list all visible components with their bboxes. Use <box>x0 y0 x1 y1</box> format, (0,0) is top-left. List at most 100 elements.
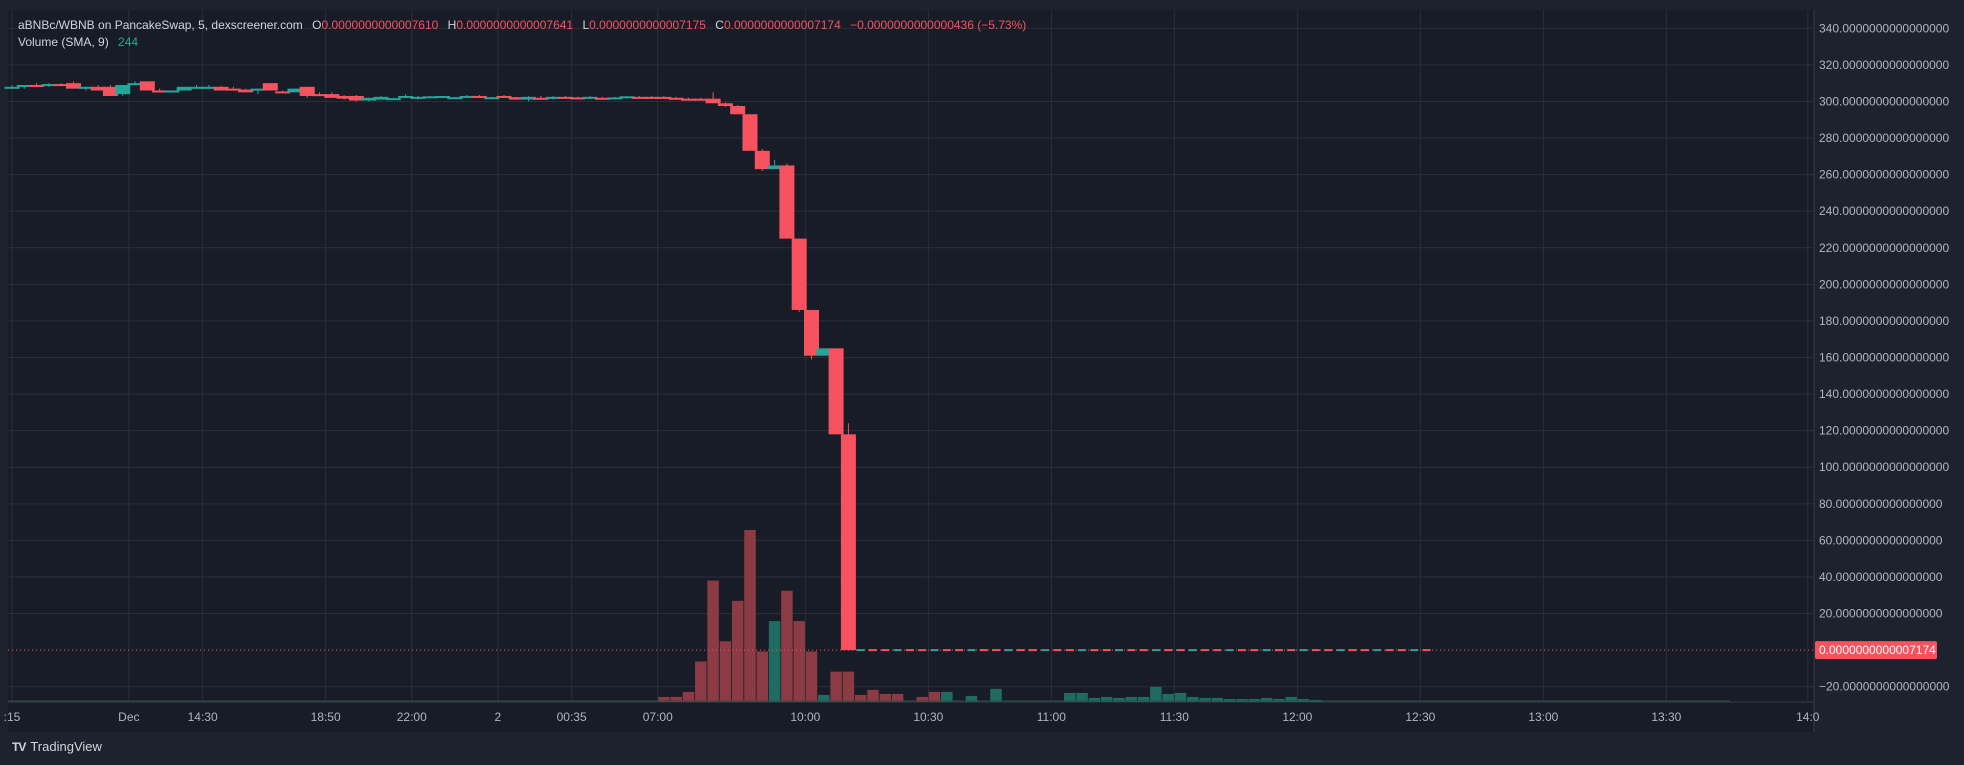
candle-body <box>828 348 844 435</box>
price-tick-label: 180.0000000000000000 <box>1819 314 1949 328</box>
volume-bar <box>731 600 744 702</box>
candle-body <box>742 114 758 151</box>
candle-body <box>176 86 192 91</box>
volume-bar <box>928 691 941 702</box>
candle-body <box>164 90 180 93</box>
time-tick-label: 07:00 <box>643 710 673 724</box>
price-tick-label: 40.0000000000000000 <box>1819 570 1943 584</box>
last-price-label: 0.0000000000007174 <box>1815 641 1937 660</box>
price-axis[interactable]: 340.0000000000000000 320.0000000000000000… <box>1819 21 1950 693</box>
price-tick-label: 120.0000000000000000 <box>1819 424 1949 438</box>
volume-bar <box>695 661 707 702</box>
candle-body <box>496 95 512 98</box>
candle-body <box>1410 649 1419 652</box>
candle-body <box>447 97 463 100</box>
candle-body <box>1274 649 1283 652</box>
close-label: C <box>715 18 724 32</box>
high-value: 0.0000000000007641 <box>456 18 574 32</box>
candle-body <box>705 98 721 104</box>
candle-body <box>1151 649 1160 652</box>
candle-body <box>189 86 204 89</box>
candle-body <box>250 88 266 91</box>
candle-body <box>930 649 939 652</box>
volume-bar <box>867 689 879 702</box>
time-tick-label: 00:35 <box>557 710 587 724</box>
volume-bar <box>1223 698 1236 702</box>
candle-body <box>644 96 660 99</box>
candle-body <box>435 95 450 98</box>
volume-bar <box>1064 692 1076 702</box>
candle-body <box>484 97 500 100</box>
candle-body <box>1225 649 1234 652</box>
candle-body <box>299 86 315 96</box>
candle-body <box>16 84 32 87</box>
candle-body <box>78 86 94 89</box>
volume-bar <box>965 695 978 702</box>
volume-bar <box>1150 686 1162 702</box>
volume-bar <box>1113 697 1125 702</box>
volume-bar <box>818 694 830 702</box>
candle-body <box>336 95 352 99</box>
time-tick-label: 2 <box>495 710 502 724</box>
symbol-title[interactable]: aBNBc/WBNB on PancakeSwap, 5, dexscreene… <box>18 18 303 32</box>
volume-bar <box>1137 696 1150 702</box>
candle-body <box>1127 649 1136 652</box>
price-tick-label: 320.0000000000000000 <box>1819 58 1949 72</box>
candle-body <box>582 96 598 99</box>
candle-body <box>607 97 623 100</box>
candle-body <box>29 84 45 87</box>
candle-body <box>681 98 696 101</box>
candle-body <box>1041 649 1050 652</box>
chart-legend: aBNBc/WBNB on PancakeSwap, 5, dexscreene… <box>18 17 1026 51</box>
candle-body <box>816 348 832 356</box>
candle-body <box>275 91 291 94</box>
time-tick-label: 14:0 <box>1796 710 1820 724</box>
volume-bar <box>768 621 781 702</box>
volume-bar <box>1273 698 1285 702</box>
time-tick-label: 13:30 <box>1651 710 1681 724</box>
candle-body <box>287 88 303 93</box>
volume-bar <box>793 621 805 702</box>
candle-body <box>152 90 168 93</box>
last-price-badge <box>1815 641 1937 660</box>
candle-body <box>631 96 647 99</box>
candle-body <box>767 165 783 170</box>
candle-body <box>979 649 988 652</box>
volume-bar <box>670 696 682 702</box>
time-tick-label: 14:30 <box>188 710 218 724</box>
time-axis[interactable]: :15 Dec 14:30 18:50 22:00 2 00:35 07:00 10:00 10:… <box>4 710 1820 724</box>
price-tick-label: 160.0000000000000000 <box>1819 351 1949 365</box>
candle-body <box>693 98 709 101</box>
volume-bar <box>1187 696 1199 702</box>
candle-body <box>115 84 131 95</box>
price-tick-label: 220.0000000000000000 <box>1819 241 1949 255</box>
candle-body <box>967 649 976 652</box>
candle-body <box>1373 649 1382 652</box>
candle-body <box>668 97 684 100</box>
price-tick-label: 100.0000000000000000 <box>1819 460 1949 474</box>
candle-body <box>840 434 856 651</box>
tradingview-branding[interactable]: TV TradingView <box>12 739 102 754</box>
candle-body <box>1397 649 1406 652</box>
candle-body <box>373 96 389 100</box>
candle-body <box>459 95 475 98</box>
time-tick-label: 11:00 <box>1037 710 1066 724</box>
legend-volume-row: Volume (SMA, 9) 244 <box>18 34 1026 51</box>
candle-body <box>545 96 561 99</box>
volume-bars <box>8 530 1730 702</box>
candle-body <box>238 89 254 93</box>
candle-body <box>1115 649 1123 652</box>
price-tick-label: 240.0000000000000000 <box>1819 204 1949 218</box>
price-tick-label: 340.0000000000000000 <box>1819 21 1949 35</box>
price-tick-label: 260.0000000000000000 <box>1819 168 1949 182</box>
candle-body <box>422 96 438 99</box>
volume-bar <box>1100 696 1113 702</box>
time-tick-label: :15 <box>4 710 21 724</box>
price-tick-label: 280.0000000000000000 <box>1819 131 1949 145</box>
change-value: −0.0000000000000436 (−5.73%) <box>850 18 1027 32</box>
candle-body <box>918 649 927 652</box>
volume-indicator-title[interactable]: Volume (SMA, 9) <box>18 35 109 49</box>
price-tick-label: 200.0000000000000000 <box>1819 277 1949 291</box>
